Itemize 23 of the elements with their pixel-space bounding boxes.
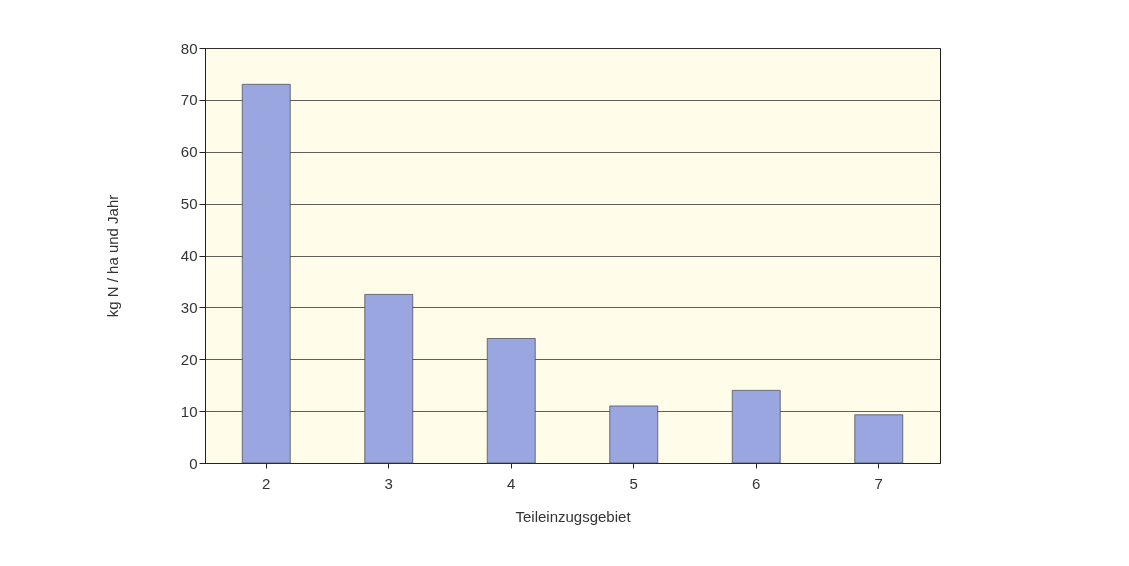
y-tick-label: 10 xyxy=(180,402,198,420)
bar xyxy=(731,390,781,464)
x-tick-label: 5 xyxy=(629,474,638,492)
y-tick-label: 70 xyxy=(180,91,198,109)
bar xyxy=(364,294,414,464)
y-tick-label: 30 xyxy=(180,298,198,316)
bar xyxy=(854,414,904,464)
y-tick-label: 20 xyxy=(180,350,198,368)
y-tick-label: 80 xyxy=(180,39,198,57)
x-tick-label: 3 xyxy=(384,474,393,492)
bar xyxy=(241,83,291,464)
x-tick-label: 7 xyxy=(874,474,883,492)
bar xyxy=(486,338,536,464)
y-tick-label: 0 xyxy=(189,454,198,472)
y-tick-label: 50 xyxy=(180,195,198,213)
y-tick-label: 40 xyxy=(180,247,198,264)
x-axis-title: Teileinzugsgebiet xyxy=(515,507,632,525)
y-axis-title: kg N / ha und Jahr xyxy=(103,194,121,318)
x-tick-label: 4 xyxy=(507,474,516,492)
y-tick-label: 60 xyxy=(180,143,198,161)
bar xyxy=(609,405,659,464)
x-tick-label: 6 xyxy=(752,474,761,492)
x-tick-label: 2 xyxy=(262,474,271,492)
